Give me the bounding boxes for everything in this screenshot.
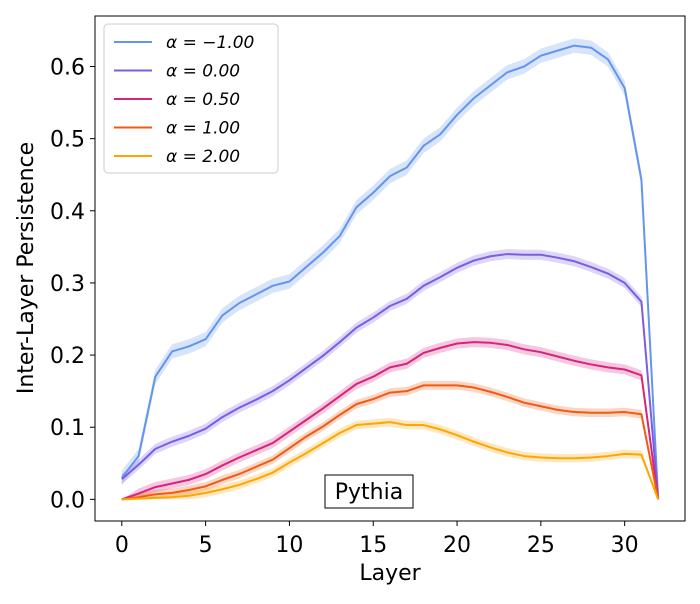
y-axis-label: Inter-Layer Persistence (14, 142, 39, 394)
line-series-2 (121, 341, 660, 501)
x-axis-label: Layer (359, 561, 421, 586)
line-series-1 (121, 253, 660, 500)
series-lines (121, 44, 660, 501)
x-tick-label: 15 (359, 533, 387, 558)
y-tick-label: 0.0 (50, 488, 85, 513)
legend-label-1: α = 0.00 (166, 62, 240, 82)
band-series-1 (121, 249, 659, 500)
x-tick-label: 5 (199, 533, 213, 558)
model-annotation: Pythia (324, 474, 414, 509)
y-tick-label: 0.4 (50, 200, 85, 225)
legend-box (103, 23, 279, 174)
y-tick-label: 0.3 (50, 272, 85, 297)
x-tick-label: 30 (611, 533, 639, 558)
x-axis-ticks: 0 5 10 15 20 25 30 (115, 521, 639, 558)
line-series-4 (121, 421, 660, 501)
y-tick-label: 0.5 (50, 128, 85, 153)
annotation-text: Pythia (335, 480, 403, 505)
plot-frame (94, 15, 686, 522)
legend: α = −1.00 α = 0.00 α = 0.50 α = 1.00 α = 2.0… (103, 23, 279, 174)
y-axis-ticks: 0.0 0.1 0.2 0.3 0.4 0.5 0.6 (50, 56, 95, 513)
band-series-3 (121, 381, 659, 500)
x-tick-label: 10 (275, 533, 303, 558)
y-tick-label: 0.1 (50, 416, 85, 441)
annotation-box (324, 474, 414, 509)
x-tick-label: 0 (115, 533, 129, 558)
line-series-0 (121, 44, 660, 500)
legend-label-4: α = 2.00 (166, 147, 240, 167)
legend-label-2: α = 0.50 (166, 90, 240, 110)
y-tick-label: 0.2 (50, 344, 85, 369)
legend-label-3: α = 1.00 (166, 119, 240, 139)
legend-label-0: α = −1.00 (166, 33, 254, 53)
line-series-3 (121, 384, 660, 501)
y-tick-label: 0.6 (50, 56, 85, 81)
x-tick-label: 20 (443, 533, 471, 558)
x-tick-label: 25 (527, 533, 555, 558)
